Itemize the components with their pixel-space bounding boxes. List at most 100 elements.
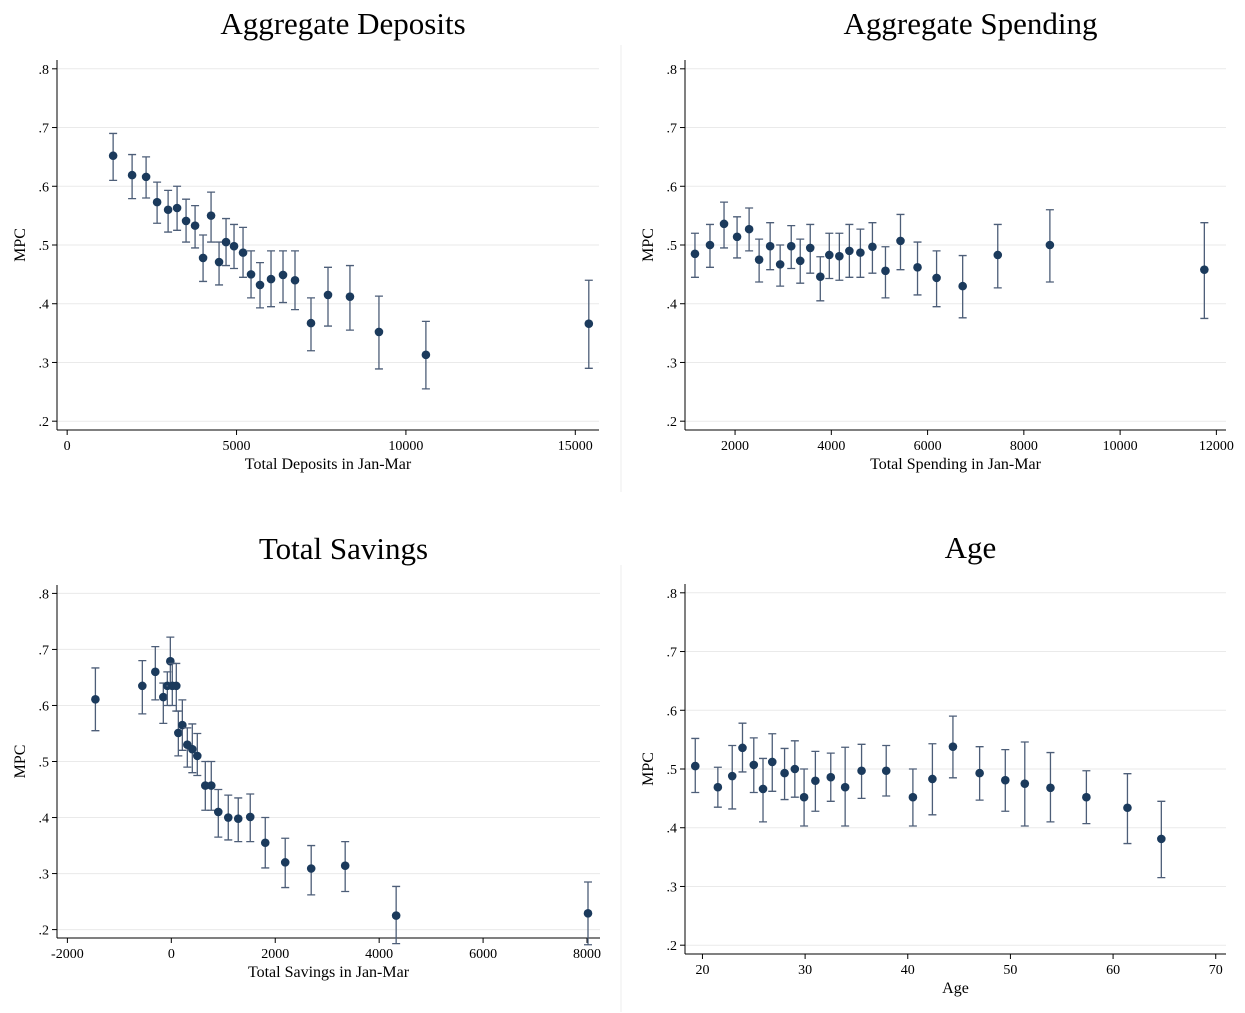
point bbox=[229, 241, 239, 251]
y-tick-label: .5 bbox=[39, 756, 50, 771]
panel-title: Total Savings bbox=[259, 531, 428, 566]
x-tick-label: 6000 bbox=[914, 439, 942, 454]
y-tick-label: .3 bbox=[39, 868, 50, 883]
point bbox=[1000, 775, 1010, 785]
point bbox=[127, 170, 137, 180]
point bbox=[159, 692, 168, 702]
point bbox=[754, 255, 764, 264]
x-tick-label: 8000 bbox=[1010, 439, 1038, 454]
point bbox=[713, 782, 723, 792]
point bbox=[932, 273, 941, 283]
y-tick-label: .4 bbox=[39, 298, 50, 313]
point bbox=[245, 812, 255, 822]
x-tick-label: 50 bbox=[1003, 963, 1017, 978]
point bbox=[198, 253, 208, 263]
point bbox=[868, 242, 877, 252]
point bbox=[213, 807, 223, 817]
point bbox=[790, 764, 800, 774]
point bbox=[260, 838, 270, 848]
point bbox=[993, 250, 1003, 260]
point bbox=[583, 909, 593, 918]
x-tick-label: 2000 bbox=[721, 439, 749, 454]
x-tick-label: 8000 bbox=[573, 947, 601, 962]
point bbox=[278, 270, 288, 280]
y-tick-label: .8 bbox=[667, 63, 678, 78]
point bbox=[584, 319, 594, 328]
point bbox=[163, 205, 173, 215]
point bbox=[200, 781, 210, 790]
panel-title: Aggregate Deposits bbox=[220, 6, 465, 41]
point bbox=[958, 281, 967, 291]
point bbox=[188, 744, 197, 754]
point bbox=[805, 243, 815, 253]
point bbox=[221, 237, 231, 247]
y-tick-label: .2 bbox=[667, 939, 678, 954]
point bbox=[246, 270, 256, 279]
x-tick-label: 10000 bbox=[1103, 439, 1138, 454]
point bbox=[767, 757, 777, 767]
x-tick-label: 12000 bbox=[1199, 439, 1234, 454]
y-tick-label: .3 bbox=[667, 356, 678, 371]
y-tick-label: .4 bbox=[667, 822, 678, 837]
point bbox=[857, 766, 866, 776]
panel-title: Age bbox=[945, 530, 997, 565]
point bbox=[1046, 783, 1055, 793]
point bbox=[1123, 803, 1132, 813]
point bbox=[306, 318, 316, 328]
point bbox=[765, 241, 775, 251]
point bbox=[391, 911, 401, 920]
y-tick-label: .7 bbox=[39, 643, 50, 658]
x-tick-label: 4000 bbox=[365, 947, 393, 962]
point bbox=[214, 257, 224, 267]
point bbox=[1020, 779, 1030, 788]
point bbox=[166, 656, 175, 666]
point bbox=[141, 172, 151, 182]
x-axis-label: Age bbox=[942, 980, 969, 997]
point bbox=[913, 263, 922, 272]
x-tick-label: 4000 bbox=[817, 439, 845, 454]
point bbox=[908, 792, 918, 802]
panel-title: Aggregate Spending bbox=[844, 6, 1098, 41]
point bbox=[206, 211, 216, 220]
x-axis-label: Total Deposits in Jan-Mar bbox=[245, 456, 412, 473]
point bbox=[421, 350, 431, 360]
x-tick-label: 15000 bbox=[558, 439, 593, 454]
point bbox=[374, 327, 384, 337]
y-axis-label: MPC bbox=[12, 745, 29, 779]
y-axis-label: MPC bbox=[640, 752, 657, 786]
point bbox=[190, 221, 200, 230]
point bbox=[826, 772, 836, 782]
x-tick-label: 5000 bbox=[223, 439, 251, 454]
point bbox=[290, 275, 300, 285]
y-tick-label: .7 bbox=[39, 122, 50, 137]
x-tick-label: 70 bbox=[1209, 963, 1223, 978]
x-tick-label: 40 bbox=[901, 963, 915, 978]
point bbox=[1200, 265, 1209, 274]
point bbox=[280, 858, 290, 867]
y-tick-label: .6 bbox=[39, 699, 50, 714]
panel: Age .2 .3 .4 .5 .6 .7 .8 20 30 40 50 60 70 Age MPC bbox=[640, 530, 1226, 997]
point bbox=[192, 751, 202, 761]
point bbox=[928, 774, 937, 784]
y-tick-label: .2 bbox=[39, 924, 50, 939]
point bbox=[744, 224, 754, 234]
point bbox=[881, 266, 890, 276]
point bbox=[738, 743, 747, 753]
y-tick-label: .6 bbox=[667, 180, 678, 195]
point bbox=[786, 241, 796, 251]
point bbox=[975, 768, 984, 778]
x-tick-label: 0 bbox=[168, 947, 175, 962]
point bbox=[690, 761, 700, 771]
x-tick-label: 60 bbox=[1106, 963, 1120, 978]
point bbox=[690, 249, 700, 259]
y-tick-label: .7 bbox=[667, 646, 678, 661]
x-tick-label: 20 bbox=[695, 963, 709, 978]
panel: Aggregate Spending .2 .3 .4 .5 .6 .7 .8 2000 4000… bbox=[640, 6, 1234, 473]
y-axis-label: MPC bbox=[12, 228, 29, 262]
panel: Total Savings .2 .3 .4 .5 .6 .7 .8 -2000 0 2000 400… bbox=[12, 531, 601, 981]
y-tick-label: .6 bbox=[39, 180, 50, 195]
point bbox=[255, 280, 265, 290]
point bbox=[152, 197, 162, 207]
y-axis-label: MPC bbox=[640, 228, 657, 262]
